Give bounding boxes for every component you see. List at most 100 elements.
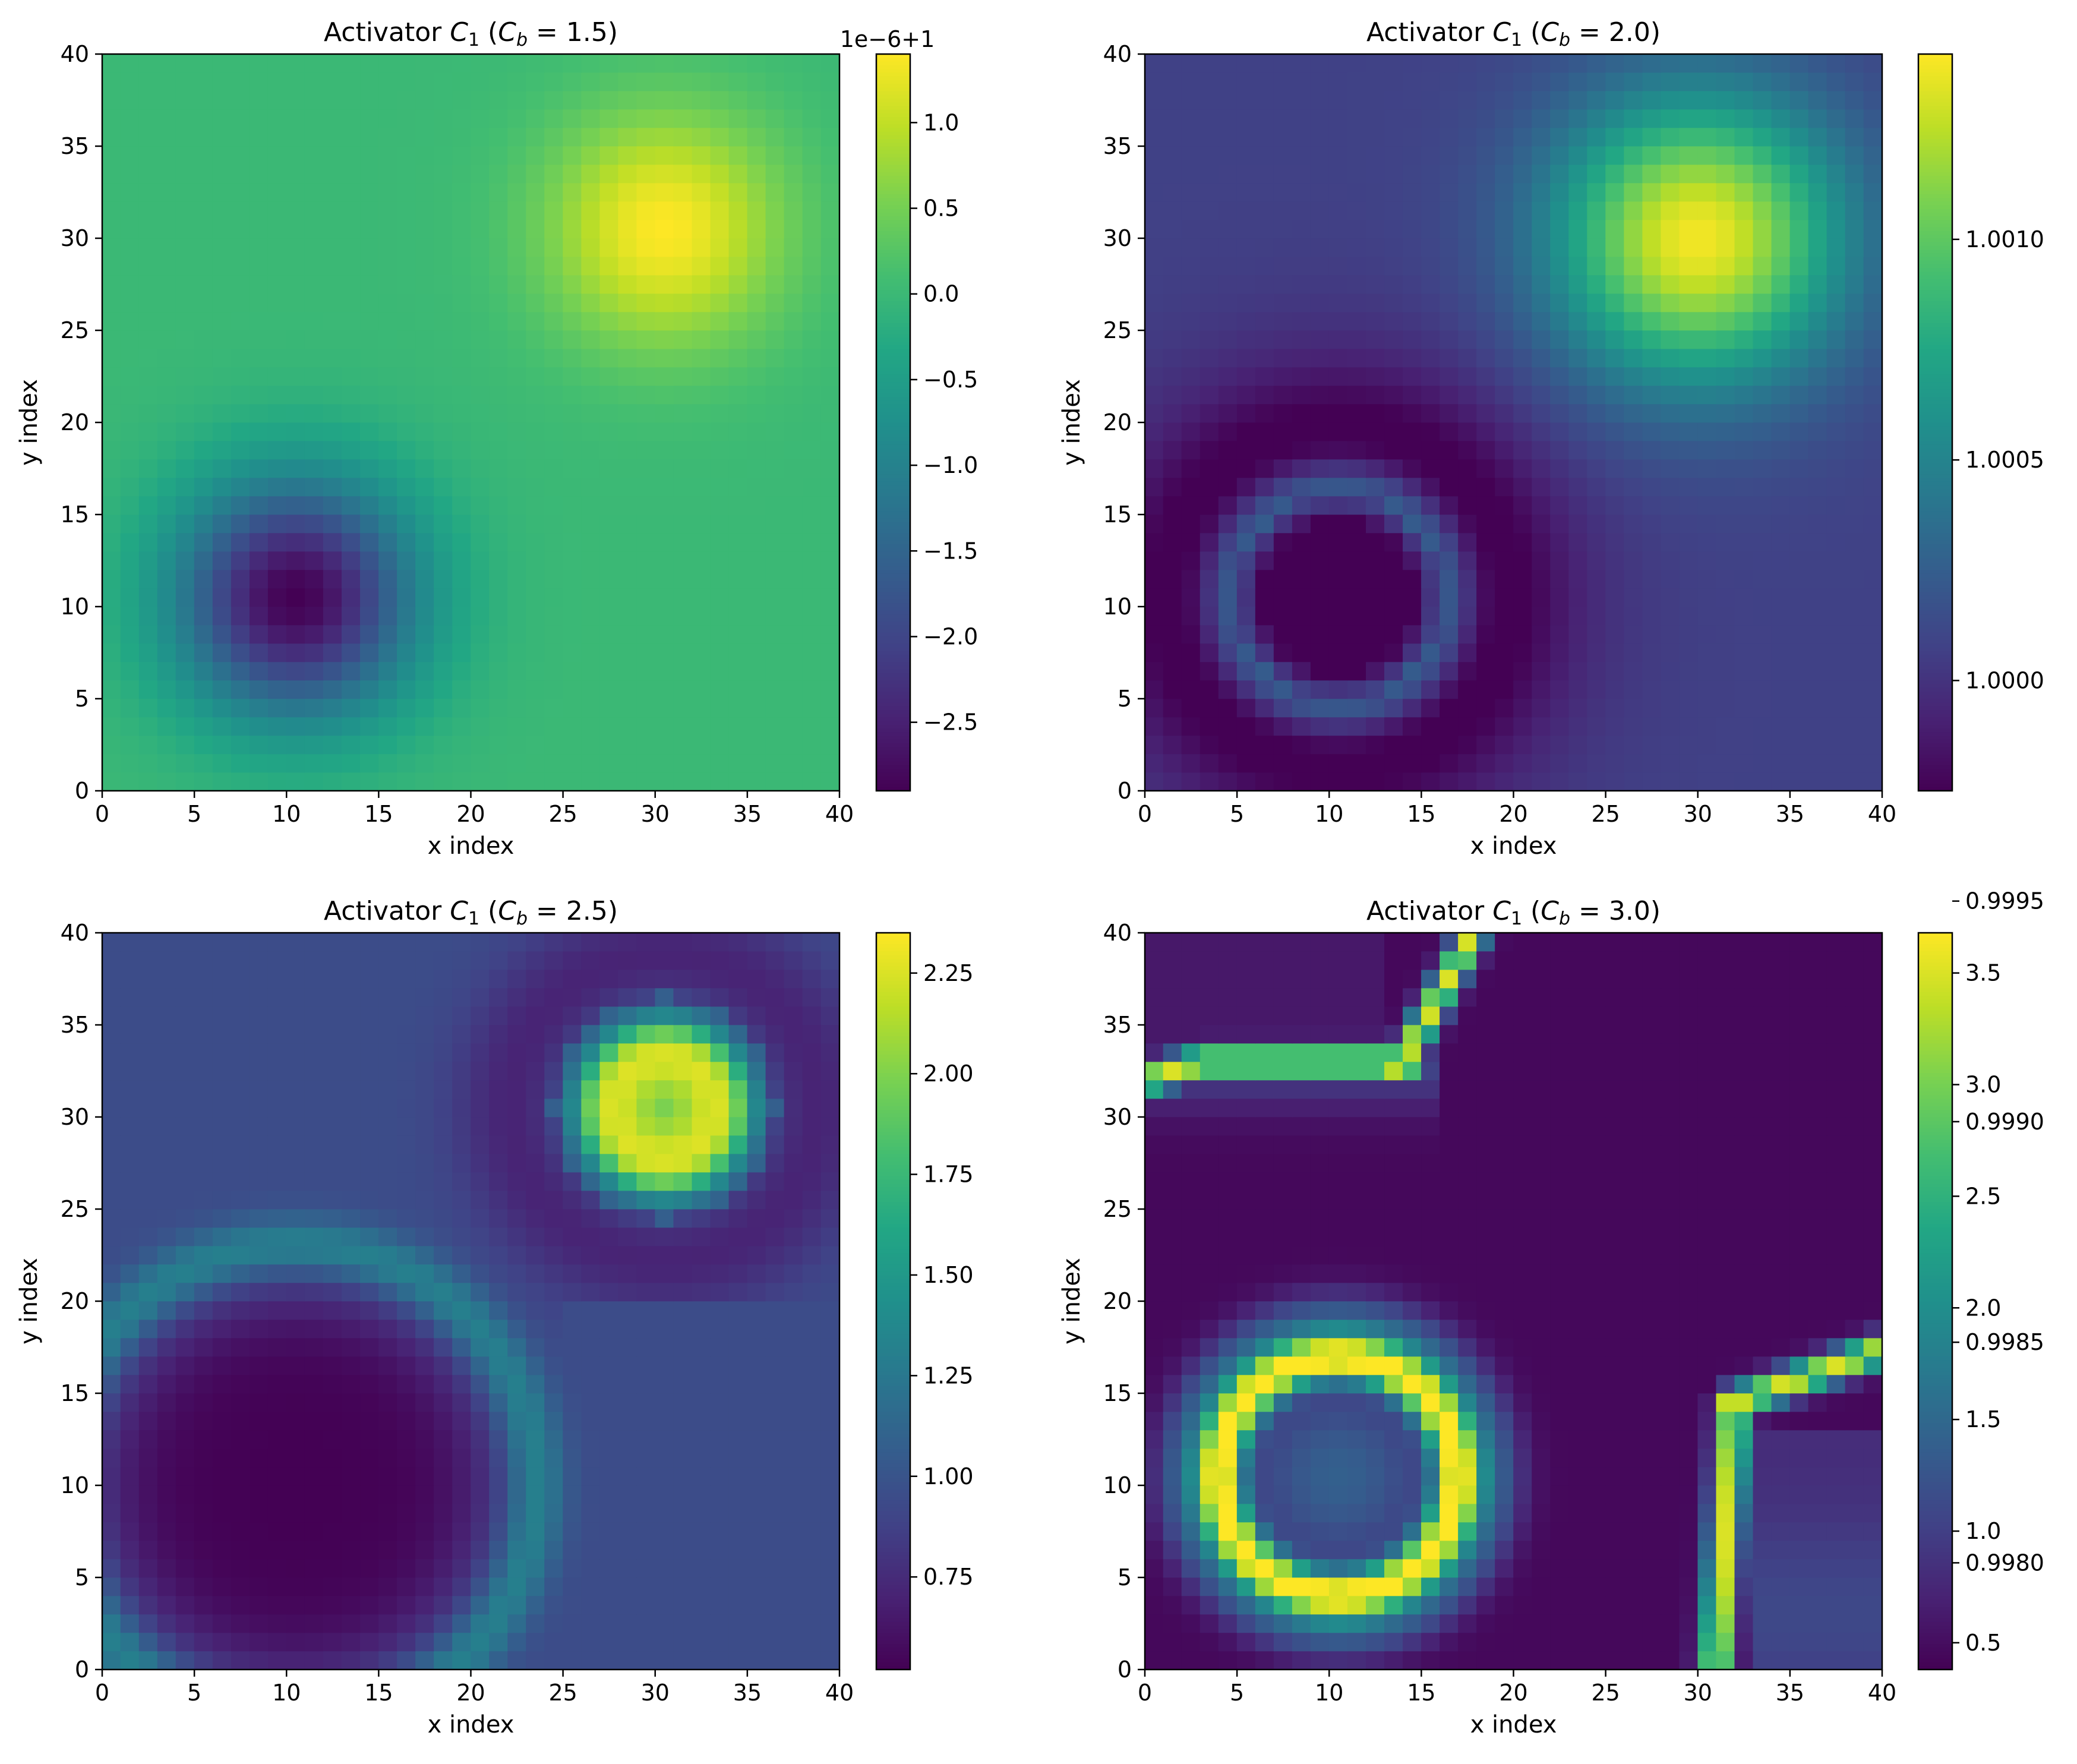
heatmap-cell	[471, 348, 490, 368]
heatmap-cell	[1550, 311, 1569, 331]
heatmap-cell	[1440, 698, 1459, 718]
heatmap-cell	[1255, 459, 1274, 478]
colorbar-segment	[1918, 728, 1952, 733]
heatmap-cell	[378, 569, 397, 589]
heatmap-cell	[581, 1466, 600, 1486]
heatmap-cell	[581, 1337, 600, 1357]
heatmap-cell	[102, 1558, 121, 1578]
heatmap-cell	[194, 293, 213, 313]
heatmap-cell	[618, 1356, 637, 1375]
heatmap-cell	[120, 127, 140, 147]
y-tick-label: 10	[1103, 594, 1132, 620]
heatmap-cell	[1753, 551, 1772, 570]
heatmap-cell	[507, 1522, 526, 1541]
heatmap-cell	[1255, 293, 1274, 313]
heatmap-cell	[692, 1632, 711, 1652]
heatmap-cell	[1181, 201, 1201, 220]
heatmap-cell	[342, 569, 361, 589]
colorbar-segment	[876, 87, 910, 91]
heatmap-cell	[452, 1429, 471, 1449]
colorbar-segment	[1918, 448, 1952, 452]
heatmap-cell	[342, 367, 361, 386]
heatmap-cell	[618, 680, 637, 699]
heatmap-cell	[1366, 477, 1385, 497]
heatmap-cell	[1605, 514, 1624, 534]
heatmap-cell	[563, 459, 582, 478]
heatmap-cell	[618, 256, 637, 276]
heatmap-cell	[820, 1429, 840, 1449]
colorbar-segment	[876, 673, 910, 677]
heatmap-cell	[1347, 385, 1366, 405]
colorbar-segment	[876, 264, 910, 268]
heatmap-cell	[765, 1190, 785, 1210]
heatmap-cell	[507, 1632, 526, 1652]
heatmap-cell	[1384, 532, 1403, 552]
heatmap-cell	[820, 551, 840, 570]
heatmap-cell	[397, 532, 416, 552]
heatmap-cell	[1587, 717, 1606, 736]
heatmap-cell	[1624, 238, 1643, 257]
heatmap-cell	[452, 1651, 471, 1670]
heatmap-cell	[1789, 403, 1809, 423]
heatmap-cell	[323, 680, 342, 699]
heatmap-cell	[1605, 772, 1624, 791]
heatmap-cell	[471, 1264, 490, 1283]
heatmap-cell	[304, 1245, 324, 1265]
heatmap-cell	[415, 1540, 434, 1560]
heatmap-cell	[1771, 459, 1791, 478]
heatmap-cell	[471, 1595, 490, 1615]
heatmap-cell	[194, 182, 213, 202]
heatmap-cell	[342, 680, 361, 699]
heatmap-cell	[1771, 256, 1791, 276]
heatmap-cell	[692, 219, 711, 239]
heatmap-cell	[1532, 53, 1551, 73]
colorbar-segment	[1918, 160, 1952, 165]
heatmap-cell	[194, 422, 213, 441]
heatmap-cell	[1292, 532, 1311, 552]
heatmap-cell	[157, 109, 176, 128]
heatmap-cell	[452, 1227, 471, 1247]
heatmap-cell	[599, 1577, 619, 1596]
heatmap-cell	[802, 1172, 822, 1191]
heatmap-cell	[342, 1503, 361, 1523]
heatmap-cell	[673, 403, 693, 423]
heatmap-cell	[286, 182, 305, 202]
title-param-sub: b	[516, 30, 528, 51]
heatmap-cell	[1642, 219, 1662, 239]
heatmap-cell	[1273, 293, 1293, 313]
heatmap-cell	[267, 201, 287, 220]
heatmap-cell	[286, 201, 305, 220]
heatmap-cell	[286, 293, 305, 313]
heatmap-cell	[194, 72, 213, 91]
heatmap-cell	[1734, 348, 1754, 368]
heatmap-cell	[249, 735, 269, 755]
heatmap-cell	[507, 514, 526, 534]
heatmap-cell	[581, 1374, 600, 1394]
heatmap-cell	[249, 146, 269, 165]
heatmap-cell	[710, 1595, 730, 1615]
heatmap-cell	[1697, 127, 1717, 147]
heatmap-cell	[397, 367, 416, 386]
heatmap-cell	[175, 1282, 195, 1302]
heatmap-cell	[471, 735, 490, 755]
colorbar-segment	[1918, 385, 1952, 390]
heatmap-cell	[636, 1264, 656, 1283]
heatmap-cell	[526, 422, 545, 441]
heatmap-cell	[452, 422, 471, 441]
heatmap-cell	[563, 1540, 582, 1560]
heatmap-cell	[1310, 551, 1330, 570]
heatmap-cell	[212, 643, 232, 662]
colorbar-segment	[1918, 680, 1952, 684]
heatmap-cell	[1587, 496, 1606, 515]
heatmap-cell	[802, 1614, 822, 1633]
heatmap-cell	[747, 367, 766, 386]
heatmap-cell	[655, 1614, 674, 1633]
heatmap-cell	[1310, 606, 1330, 626]
heatmap-cell	[710, 1558, 730, 1578]
heatmap-cell	[1163, 753, 1182, 773]
heatmap-cell	[507, 53, 526, 73]
heatmap-cell	[286, 1651, 305, 1670]
y-axis-label: y index	[15, 379, 43, 466]
heatmap-cell	[1366, 256, 1385, 276]
